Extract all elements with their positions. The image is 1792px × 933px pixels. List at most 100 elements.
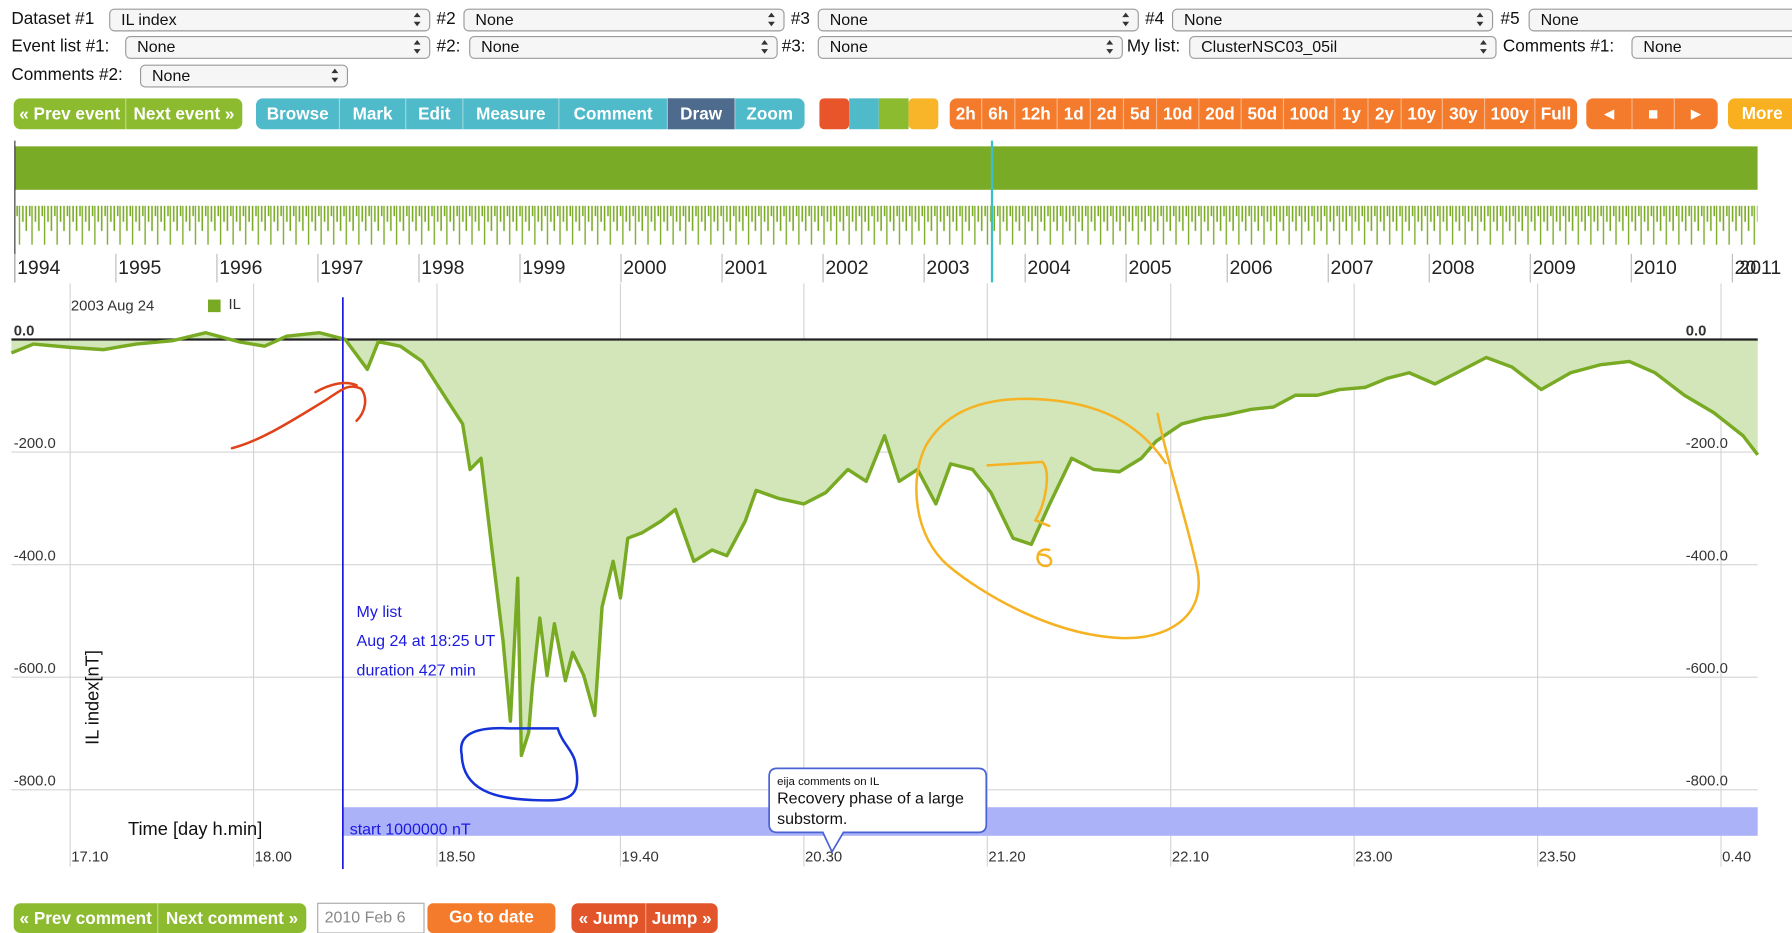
select-label: #5 bbox=[1501, 8, 1520, 28]
select-arrows bbox=[1480, 40, 1487, 54]
chrome: Dataset #1 IL index #2 None #3 None #4 None #5 No… bbox=[11, 8, 1792, 130]
overview-panel: 1994 1995 1996 1997 1998 1999 2000 2001 2002 2003… bbox=[14, 137, 1792, 286]
date-input-value[interactable]: 2010 Feb 6 bbox=[325, 909, 406, 926]
year-label: 2010 bbox=[1634, 257, 1677, 279]
button-label[interactable]: 2h bbox=[956, 103, 976, 123]
date-input[interactable] bbox=[317, 902, 425, 933]
button-label[interactable]: 30y bbox=[1449, 103, 1478, 123]
button-group bbox=[1586, 98, 1718, 130]
button-label[interactable]: 100d bbox=[1290, 103, 1329, 123]
x-tick-label: 0.40 bbox=[1722, 849, 1751, 865]
button-label[interactable]: 100y bbox=[1491, 103, 1530, 123]
select-box[interactable] bbox=[469, 36, 778, 59]
select-arrows bbox=[413, 40, 421, 54]
button-label[interactable]: 50d bbox=[1248, 103, 1278, 123]
main-chart: 0.0 0.0 -200.0 -200.0 -400.0 -400.0 -600.0 -600… bbox=[10, 283, 1760, 869]
select-value: IL index bbox=[121, 12, 176, 29]
more-button[interactable] bbox=[1728, 98, 1792, 130]
select-value: None bbox=[1184, 12, 1222, 29]
button-label[interactable]: 20d bbox=[1205, 103, 1235, 123]
button-label[interactable]: 5d bbox=[1130, 103, 1150, 123]
y-tick-label: -800.0 bbox=[14, 774, 56, 790]
comment-text: substorm. bbox=[777, 811, 847, 828]
select-label: Comments #2: bbox=[11, 64, 122, 84]
button-label[interactable]: ◄ bbox=[1601, 103, 1618, 123]
button-label[interactable]: 2y bbox=[1375, 103, 1395, 123]
button-label[interactable]: Zoom bbox=[746, 103, 793, 123]
year-label: 1995 bbox=[118, 257, 161, 279]
footer: « Prev comment Next comment » 2010 Feb 6 Go… bbox=[13, 902, 718, 933]
color-swatch[interactable] bbox=[849, 98, 879, 130]
select-arrows bbox=[1122, 12, 1130, 27]
band-label: start 1000000 nT bbox=[350, 821, 471, 838]
select-box[interactable] bbox=[140, 64, 348, 88]
select-value: None bbox=[830, 39, 868, 56]
select-label: #2 bbox=[437, 8, 456, 28]
color-swatch[interactable] bbox=[908, 98, 939, 130]
select-value: None bbox=[1643, 39, 1681, 56]
button-label[interactable]: Measure bbox=[476, 103, 545, 123]
go-button[interactable] bbox=[427, 903, 556, 933]
select-box[interactable] bbox=[817, 36, 1123, 59]
orange-circle bbox=[915, 397, 1200, 640]
select-box[interactable] bbox=[1171, 8, 1494, 32]
button-label[interactable]: Next event » bbox=[134, 103, 235, 123]
y-tick-label-right: -600.0 bbox=[1686, 661, 1728, 677]
freehand-drawings bbox=[230, 381, 1200, 802]
y-tick-label: -600.0 bbox=[14, 661, 56, 677]
button-label[interactable]: Draw bbox=[680, 103, 723, 123]
button-label[interactable]: Next comment » bbox=[166, 908, 298, 928]
select-value: None bbox=[137, 39, 175, 56]
button-label[interactable]: « Jump bbox=[579, 908, 639, 928]
button-label[interactable]: 12h bbox=[1021, 103, 1051, 123]
select-arrows bbox=[331, 68, 339, 83]
color-swatch[interactable] bbox=[819, 98, 850, 130]
legend-label: IL bbox=[229, 297, 241, 313]
x-tick-label: 18.50 bbox=[438, 849, 475, 865]
button-label[interactable]: Edit bbox=[418, 103, 451, 123]
select-value: None bbox=[1541, 12, 1579, 29]
button-label[interactable]: 10y bbox=[1407, 103, 1436, 123]
year-label: 1997 bbox=[320, 257, 363, 279]
year-label: 2006 bbox=[1229, 257, 1272, 279]
overview-band bbox=[14, 146, 1758, 190]
year-label: 2004 bbox=[1027, 257, 1070, 279]
button-label[interactable]: « Prev event bbox=[19, 103, 120, 123]
select-label: My list: bbox=[1127, 35, 1180, 55]
year-label: 2001 bbox=[724, 257, 767, 279]
select-box[interactable] bbox=[1631, 36, 1792, 59]
comment-bubble[interactable] bbox=[768, 767, 988, 854]
select-box[interactable] bbox=[125, 36, 431, 59]
select-arrows bbox=[768, 12, 775, 27]
select-box[interactable] bbox=[463, 8, 785, 32]
go-label[interactable]: Go to date bbox=[449, 907, 534, 927]
button-label[interactable]: 1y bbox=[1342, 103, 1362, 123]
year-label: 1998 bbox=[421, 257, 464, 279]
button-label[interactable]: 1d bbox=[1064, 103, 1084, 123]
button-label[interactable]: Comment bbox=[574, 103, 653, 123]
select-box[interactable] bbox=[817, 8, 1139, 32]
blue-circle bbox=[459, 726, 579, 802]
button-label[interactable]: « Prev comment bbox=[20, 908, 153, 928]
button-label[interactable]: Jump » bbox=[652, 908, 712, 928]
select-box[interactable] bbox=[1189, 36, 1497, 59]
y-tick-label-right: -400.0 bbox=[1686, 549, 1728, 565]
select-arrows bbox=[413, 12, 421, 27]
button-label[interactable]: ■ bbox=[1648, 103, 1658, 123]
color-swatch[interactable] bbox=[878, 98, 909, 130]
select-box[interactable] bbox=[109, 8, 431, 32]
select-label: #3: bbox=[782, 35, 806, 55]
year-label: 2005 bbox=[1128, 257, 1171, 279]
button-label[interactable]: 2d bbox=[1097, 103, 1117, 123]
button-label[interactable]: Browse bbox=[267, 103, 329, 123]
button-label[interactable]: 10d bbox=[1163, 103, 1193, 123]
more-label[interactable]: More bbox=[1742, 103, 1783, 123]
x-tick-label: 23.00 bbox=[1355, 849, 1392, 865]
button-label[interactable]: Full bbox=[1541, 103, 1571, 123]
button-label[interactable]: Mark bbox=[353, 103, 393, 123]
x-tick-label: 18.00 bbox=[255, 849, 292, 865]
button-label[interactable]: ► bbox=[1688, 103, 1705, 123]
button-label[interactable]: 6h bbox=[988, 103, 1008, 123]
select-label: Dataset #1 bbox=[11, 8, 94, 28]
select-box[interactable] bbox=[1528, 8, 1792, 32]
